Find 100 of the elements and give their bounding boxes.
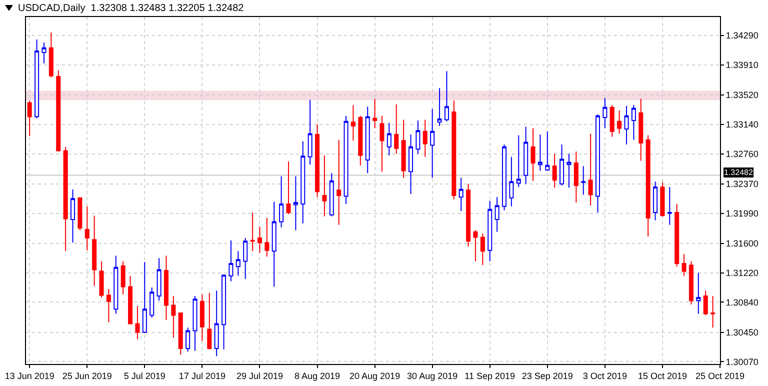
candlestick [70, 188, 76, 244]
candlestick [545, 130, 550, 172]
candlestick [631, 104, 636, 140]
y-tick-label: 1.33910 [726, 60, 758, 70]
candlestick [186, 327, 190, 352]
y-tick-label: 1.31220 [726, 268, 758, 278]
candlestick [222, 274, 226, 350]
x-tick-label: 13 Jun 2019 [4, 370, 54, 381]
candlestick [214, 290, 219, 357]
candlestick [674, 204, 680, 268]
x-tick-label: 8 Aug 2019 [294, 370, 340, 381]
candlestick [171, 295, 176, 338]
ref-line-label: 1.32482 [724, 168, 754, 177]
candlestick [530, 128, 536, 182]
y-tick-label: 1.32370 [726, 179, 758, 190]
candlestick [164, 255, 168, 320]
candlestick [63, 146, 68, 252]
candlestick [264, 217, 270, 258]
candlestick [602, 98, 608, 129]
candlestick [638, 98, 644, 162]
candlestick [610, 104, 614, 138]
candlestick [150, 286, 154, 318]
candlestick [624, 105, 629, 146]
candlestick [408, 134, 414, 194]
candlestick [660, 182, 665, 217]
candlestick [120, 260, 126, 295]
candlestick [308, 99, 312, 166]
candlestick [142, 261, 147, 334]
candlestick [279, 176, 284, 228]
candlestick [42, 42, 46, 64]
candlestick [228, 240, 234, 282]
candlestick [524, 126, 528, 184]
candlestick [466, 183, 471, 248]
candlestick [99, 260, 104, 298]
candlestick [236, 250, 240, 276]
x-tick-label: 25 Jun 2019 [62, 370, 112, 381]
candlestick [344, 115, 348, 205]
candlestick [452, 100, 456, 200]
candlestick [653, 181, 658, 221]
candlestick [200, 294, 204, 342]
y-tick-label: 1.30070 [726, 356, 758, 367]
candlestick [560, 144, 564, 186]
candlestick [444, 70, 449, 122]
candlestick [617, 110, 622, 134]
candlestick [574, 150, 578, 203]
candlestick [336, 139, 342, 226]
candlestick [710, 295, 716, 328]
x-tick-label: 17 Jul 2019 [178, 370, 226, 381]
candlestick [380, 115, 384, 172]
y-tick-label: 1.30450 [726, 327, 758, 338]
candlestick [458, 177, 464, 212]
candlestick [494, 196, 500, 232]
candlestick [27, 100, 32, 137]
y-tick-label: 1.30840 [726, 297, 758, 308]
chart-title: USDCAD,Daily 1.32308 1.32483 1.32205 1.32482 [18, 3, 244, 14]
candlestick [581, 166, 586, 196]
candlestick [502, 144, 507, 211]
candlestick [703, 290, 708, 316]
candlestick [394, 104, 399, 154]
candlestick [286, 161, 291, 215]
y-tick-label: 1.33520 [726, 90, 758, 100]
candlestick [682, 254, 686, 276]
candlestick [588, 133, 593, 206]
x-tick-label: 23 Sep 2019 [522, 370, 573, 381]
candlestick [322, 154, 327, 217]
candlestick [358, 115, 363, 166]
candlestick [300, 140, 306, 224]
candlestick [114, 255, 118, 314]
candlestick [552, 153, 557, 188]
candlestick [488, 200, 492, 262]
candlestick [401, 119, 406, 178]
candlestick [437, 88, 442, 126]
candlestick [178, 312, 183, 356]
candlestick [386, 122, 392, 156]
candlestick [135, 306, 140, 340]
candlestick [473, 230, 478, 262]
candlestick [538, 134, 542, 172]
candlestick [350, 104, 356, 142]
candlestick [250, 212, 255, 252]
x-tick-label: 30 Aug 2019 [407, 370, 458, 381]
candlestick [315, 124, 320, 198]
y-tick-label: 1.33140 [726, 120, 758, 130]
candlestick [416, 120, 420, 154]
candlestick [34, 38, 40, 119]
candlestick [667, 186, 672, 226]
candlestick [156, 258, 162, 302]
candlestick [56, 70, 61, 152]
candlestick [509, 156, 514, 207]
x-tick-label: 11 Sep 2019 [464, 370, 516, 381]
x-tick-label: 15 Oct 2019 [638, 370, 687, 381]
candlestick [329, 172, 334, 217]
candlestick [516, 134, 521, 188]
x-tick-label: 5 Jul 2019 [124, 370, 166, 381]
candlestick [207, 292, 212, 350]
x-tick-label: 20 Aug 2019 [350, 370, 400, 381]
candlestick [696, 272, 701, 314]
candlestick [365, 106, 370, 174]
candlestick [257, 226, 262, 254]
candlestick [78, 197, 82, 231]
candlestick [84, 206, 90, 251]
